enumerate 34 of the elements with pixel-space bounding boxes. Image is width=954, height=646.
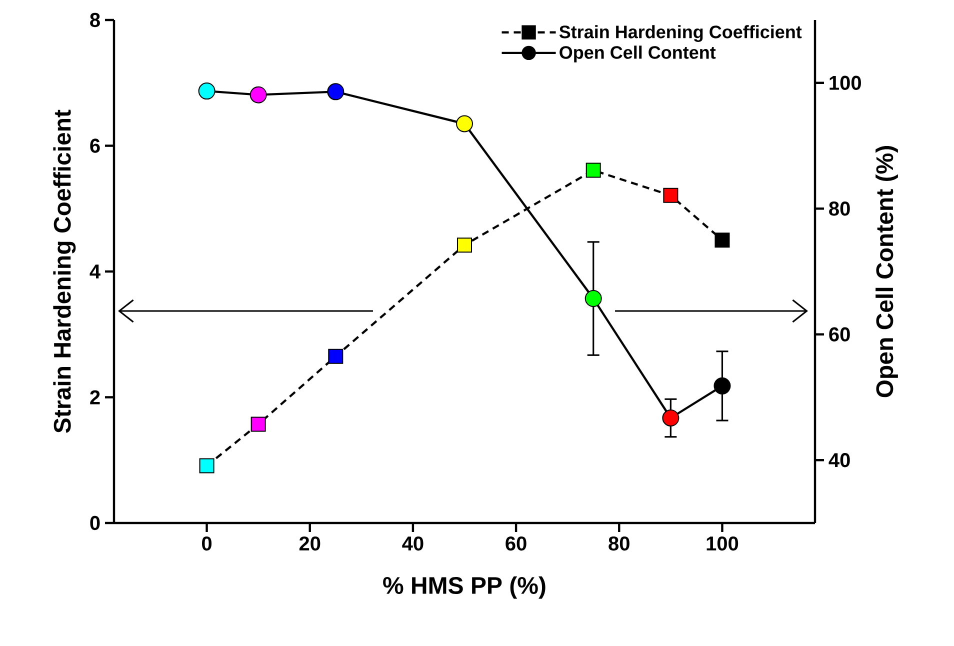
- point: [714, 232, 730, 248]
- x-axis-title: % HMS PP (%): [383, 576, 546, 599]
- x-tick-label: 0: [202, 536, 212, 551]
- point: [250, 416, 266, 432]
- y2-tick-label: 40: [828, 453, 850, 468]
- x-tick-label: 80: [608, 536, 630, 551]
- y-tick-label: 6: [90, 138, 100, 153]
- point: [328, 348, 344, 364]
- point: [198, 82, 216, 100]
- point: [663, 188, 678, 203]
- x-tick-label: 40: [402, 536, 424, 551]
- point: [714, 377, 731, 394]
- legend-label: Open Cell Content: [560, 46, 716, 62]
- y2-tick-label: 100: [830, 76, 861, 90]
- point: [586, 162, 601, 178]
- point: [250, 86, 267, 104]
- legend-label: Strain Hardening Coefficient: [559, 25, 802, 42]
- y-tick-label: 2: [90, 390, 100, 404]
- x-tick-label: 60: [506, 536, 526, 551]
- point: [456, 115, 474, 132]
- y2-tick-label: 80: [829, 202, 850, 216]
- point: [662, 410, 680, 426]
- point: [584, 290, 602, 308]
- y-tick-label: 8: [90, 12, 100, 28]
- point: [327, 83, 344, 100]
- x-tick-label: 20: [299, 536, 320, 551]
- y2-tick-label: 60: [829, 327, 850, 342]
- point: [199, 458, 214, 474]
- y-tick-label: 4: [90, 264, 100, 278]
- y-axis-title: Strain Hardening Coefficient: [53, 110, 76, 433]
- y2-axis-title: Open Cell Content (%): [876, 146, 898, 398]
- point: [457, 238, 472, 253]
- x-tick-label: 100: [706, 536, 738, 551]
- y-tick-label: 0: [90, 516, 100, 530]
